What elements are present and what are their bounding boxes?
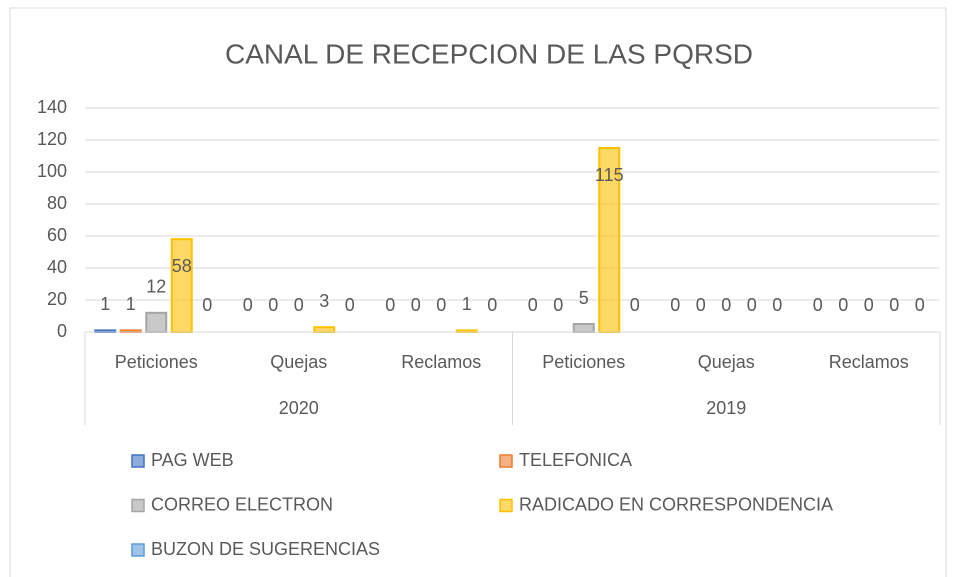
data-label: 0 xyxy=(268,295,278,315)
data-label: 0 xyxy=(436,295,446,315)
data-label: 0 xyxy=(915,295,925,315)
y-tick-label: 0 xyxy=(57,321,67,341)
data-label: 3 xyxy=(319,291,329,311)
legend-label: PAG WEB xyxy=(151,450,234,470)
legend-swatch xyxy=(499,454,513,468)
legend-swatch xyxy=(131,543,145,557)
data-label: 0 xyxy=(721,295,731,315)
data-label: 58 xyxy=(172,256,192,276)
x-tick-label: Reclamos xyxy=(829,352,909,372)
data-label: 0 xyxy=(345,295,355,315)
data-label: 0 xyxy=(553,295,563,315)
data-label: 0 xyxy=(411,295,421,315)
legend-label: RADICADO EN CORRESPONDENCIA xyxy=(519,494,833,514)
y-tick-label: 20 xyxy=(47,289,67,309)
data-label: 0 xyxy=(294,295,304,315)
group-label: 2020 xyxy=(279,398,319,418)
data-label: 1 xyxy=(100,294,110,314)
x-tick-label: Quejas xyxy=(698,352,755,372)
x-tick-label: Quejas xyxy=(270,352,327,372)
data-label: 0 xyxy=(528,295,538,315)
data-label: 1 xyxy=(462,294,472,314)
legend-label: TELEFONICA xyxy=(519,450,632,470)
data-label: 0 xyxy=(202,295,212,315)
data-label: 0 xyxy=(813,295,823,315)
data-label: 0 xyxy=(243,295,253,315)
bar xyxy=(313,326,336,334)
chart-border xyxy=(9,7,947,577)
legend-label: BUZON DE SUGERENCIAS xyxy=(151,539,380,559)
legend-swatch xyxy=(131,454,145,468)
legend-swatch xyxy=(131,498,145,513)
y-tick-label: 80 xyxy=(47,193,67,213)
data-label: 0 xyxy=(772,295,782,315)
data-label: 12 xyxy=(146,277,166,297)
y-tick-label: 100 xyxy=(37,161,67,181)
group-label: 2019 xyxy=(706,398,746,418)
data-label: 0 xyxy=(889,295,899,315)
data-label: 0 xyxy=(747,295,757,315)
data-label: 5 xyxy=(579,288,589,308)
x-tick-label: Reclamos xyxy=(401,352,481,372)
data-label: 0 xyxy=(864,295,874,315)
data-label: 0 xyxy=(838,295,848,315)
data-label: 0 xyxy=(487,295,497,315)
legend-label: CORREO ELECTRON xyxy=(151,494,333,514)
data-label: 0 xyxy=(670,295,680,315)
legend-swatch xyxy=(499,498,513,513)
y-tick-label: 60 xyxy=(47,225,67,245)
y-tick-label: 40 xyxy=(47,257,67,277)
bar xyxy=(170,238,193,333)
data-label: 0 xyxy=(696,295,706,315)
data-label: 1 xyxy=(126,294,136,314)
x-tick-label: Peticiones xyxy=(542,352,625,372)
bar xyxy=(145,311,168,333)
data-label: 0 xyxy=(385,295,395,315)
bar xyxy=(572,323,595,333)
chart-title: CANAL DE RECEPCION DE LAS PQRSD xyxy=(225,38,753,69)
y-tick-label: 120 xyxy=(37,129,67,149)
y-tick-label: 140 xyxy=(37,97,67,117)
data-label: 115 xyxy=(595,165,624,185)
x-tick-label: Peticiones xyxy=(115,352,198,372)
data-label: 0 xyxy=(630,295,640,315)
